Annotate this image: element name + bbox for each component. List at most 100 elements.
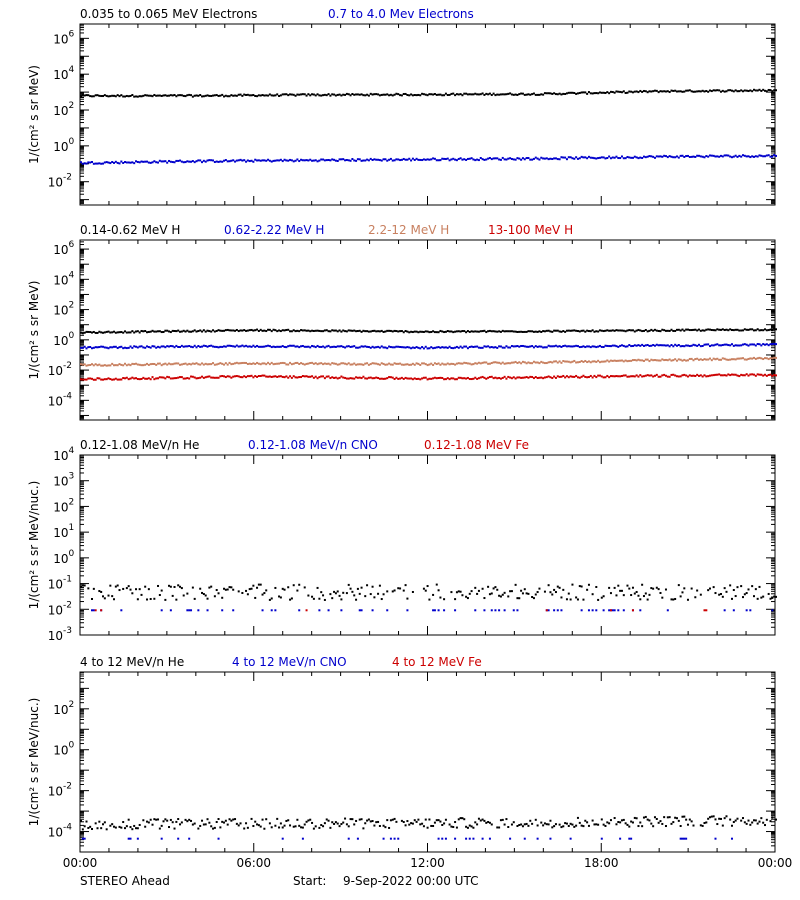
data-point — [452, 826, 455, 829]
data-point — [422, 587, 425, 590]
data-point — [146, 345, 149, 348]
data-point — [611, 375, 614, 378]
data-point — [210, 363, 213, 366]
data-point — [677, 819, 680, 822]
data-point — [298, 609, 301, 612]
data-point — [250, 328, 253, 331]
data-point — [410, 363, 413, 366]
data-point — [501, 93, 504, 96]
data-point — [92, 587, 95, 590]
data-point — [397, 837, 400, 840]
start-date-label: 9-Sep-2022 00:00 UTC — [343, 874, 479, 888]
data-point — [613, 817, 616, 820]
data-point — [752, 373, 755, 376]
data-point — [635, 90, 638, 93]
data-point — [289, 598, 292, 601]
data-point — [663, 359, 666, 362]
data-point — [578, 821, 581, 824]
data-point — [351, 92, 354, 95]
data-point — [743, 358, 746, 361]
data-point — [399, 94, 402, 97]
data-point — [582, 374, 585, 377]
data-point — [499, 345, 502, 348]
data-point — [336, 822, 339, 825]
data-point — [408, 331, 411, 334]
data-point — [637, 594, 640, 597]
data-point — [340, 345, 343, 348]
data-point — [756, 343, 759, 346]
data-point — [490, 330, 493, 333]
data-point — [655, 329, 658, 332]
data-point — [241, 376, 244, 379]
data-point — [237, 824, 240, 827]
data-point — [677, 375, 680, 378]
data-point — [490, 375, 493, 378]
data-point — [367, 330, 370, 333]
data-point — [518, 330, 521, 333]
data-point — [609, 375, 612, 378]
data-point — [87, 364, 90, 367]
data-point — [763, 155, 766, 158]
data-point — [512, 345, 515, 348]
data-point — [499, 362, 502, 365]
data-point — [309, 94, 312, 97]
data-point — [289, 93, 292, 96]
data-point — [641, 330, 644, 333]
data-point — [582, 825, 585, 828]
data-point — [356, 93, 359, 96]
data-point — [631, 821, 634, 824]
data-point — [138, 823, 141, 826]
data-point — [107, 377, 110, 380]
data-point — [749, 89, 752, 92]
data-point — [397, 377, 400, 380]
data-point — [556, 329, 559, 332]
data-point — [745, 609, 748, 612]
data-point — [723, 609, 726, 612]
data-point — [175, 377, 178, 380]
data-point — [204, 94, 207, 97]
data-point — [331, 329, 334, 332]
data-point — [395, 820, 398, 823]
data-point — [162, 363, 165, 366]
data-point — [703, 90, 706, 93]
data-point — [584, 375, 587, 378]
data-point — [641, 583, 644, 586]
data-point — [217, 592, 220, 595]
data-point — [619, 837, 622, 840]
data-point — [639, 609, 642, 612]
data-point — [578, 157, 581, 160]
data-point — [380, 93, 383, 96]
data-point — [298, 824, 301, 827]
data-point — [675, 359, 678, 362]
data-point — [100, 590, 103, 593]
data-point — [323, 598, 326, 601]
data-point — [606, 374, 609, 377]
data-point — [685, 344, 688, 347]
data-point — [538, 587, 541, 590]
data-point — [622, 90, 625, 93]
data-point — [419, 158, 422, 161]
data-point — [470, 378, 473, 381]
data-point — [353, 362, 356, 365]
data-point — [301, 93, 304, 96]
data-point — [771, 155, 774, 158]
data-point — [116, 378, 119, 381]
data-point — [463, 92, 466, 95]
data-point — [668, 155, 671, 158]
data-point — [171, 345, 174, 348]
data-point — [527, 376, 530, 379]
data-point — [567, 376, 570, 379]
data-point — [474, 330, 477, 333]
data-point — [422, 376, 425, 379]
data-point — [617, 345, 620, 348]
data-point — [89, 161, 92, 164]
data-point — [439, 329, 442, 332]
data-point — [237, 345, 240, 348]
data-point — [356, 158, 359, 161]
data-point — [542, 93, 545, 96]
data-point — [267, 94, 270, 97]
data-point — [226, 160, 229, 163]
data-point — [609, 329, 612, 332]
data-point — [369, 820, 372, 823]
data-point — [248, 345, 251, 348]
